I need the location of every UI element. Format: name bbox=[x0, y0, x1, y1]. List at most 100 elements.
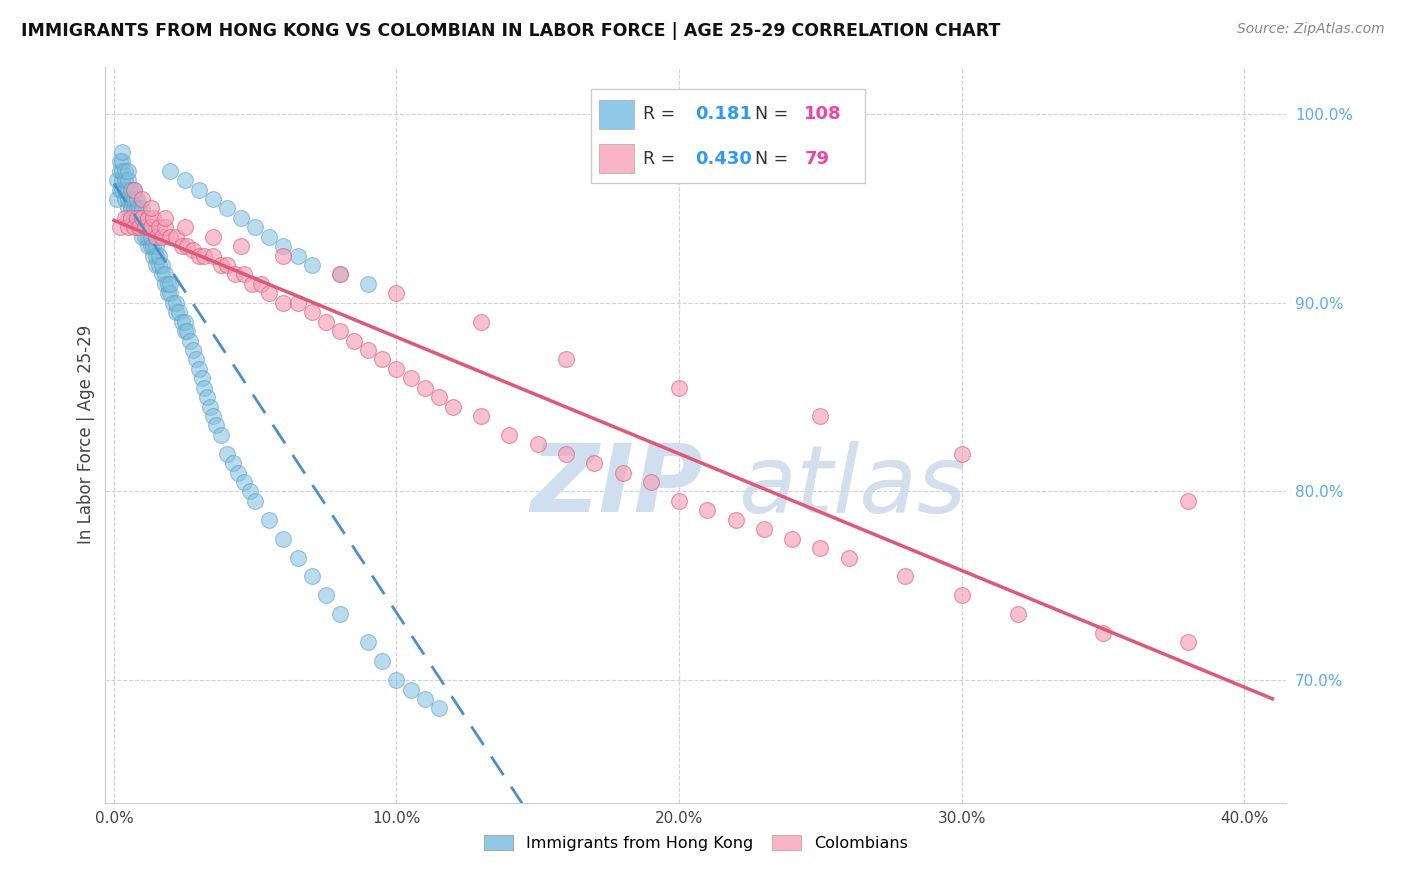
Point bbox=[724, 513, 747, 527]
Point bbox=[894, 569, 917, 583]
Point bbox=[114, 192, 136, 206]
Point bbox=[224, 268, 246, 282]
Point bbox=[139, 202, 162, 216]
Point bbox=[111, 154, 134, 169]
Point bbox=[357, 635, 380, 649]
Point bbox=[114, 182, 136, 196]
Point bbox=[287, 550, 309, 565]
Point bbox=[181, 243, 204, 257]
Point bbox=[329, 268, 352, 282]
Point bbox=[329, 324, 352, 338]
Point bbox=[1177, 635, 1199, 649]
Point bbox=[105, 173, 128, 187]
Point bbox=[145, 249, 167, 263]
Point bbox=[329, 607, 352, 621]
Point bbox=[142, 211, 165, 225]
Point bbox=[193, 381, 215, 395]
Point bbox=[232, 268, 254, 282]
Point bbox=[114, 163, 136, 178]
Point bbox=[170, 315, 193, 329]
Point bbox=[273, 239, 295, 253]
Point bbox=[301, 569, 323, 583]
Point bbox=[176, 239, 198, 253]
Point bbox=[148, 249, 170, 263]
Point bbox=[108, 154, 131, 169]
Point bbox=[162, 295, 184, 310]
Point bbox=[142, 239, 165, 253]
Point bbox=[195, 390, 218, 404]
Point bbox=[187, 249, 209, 263]
Point bbox=[150, 229, 173, 244]
Point bbox=[301, 258, 323, 272]
Point bbox=[259, 286, 281, 301]
Point bbox=[640, 475, 662, 489]
Point bbox=[170, 239, 193, 253]
Point bbox=[145, 229, 167, 244]
Y-axis label: In Labor Force | Age 25-29: In Labor Force | Age 25-29 bbox=[77, 326, 96, 544]
Text: N =: N = bbox=[755, 105, 794, 123]
Point bbox=[201, 192, 224, 206]
Point bbox=[201, 409, 224, 423]
Point bbox=[165, 229, 187, 244]
Point bbox=[204, 418, 226, 433]
Point bbox=[150, 268, 173, 282]
Point bbox=[1091, 626, 1114, 640]
Point bbox=[120, 202, 142, 216]
Point bbox=[131, 211, 153, 225]
Text: R =: R = bbox=[643, 105, 681, 123]
Point bbox=[108, 163, 131, 178]
Point bbox=[179, 334, 201, 348]
Point bbox=[238, 484, 260, 499]
Point bbox=[526, 437, 548, 451]
Point bbox=[357, 343, 380, 357]
Point bbox=[385, 286, 408, 301]
Point bbox=[950, 447, 973, 461]
Point bbox=[173, 324, 195, 338]
Text: 108: 108 bbox=[804, 105, 842, 123]
Point bbox=[122, 182, 145, 196]
Point bbox=[120, 192, 142, 206]
Point bbox=[315, 315, 337, 329]
Point bbox=[343, 334, 366, 348]
Point bbox=[668, 381, 690, 395]
Point bbox=[128, 202, 150, 216]
Point bbox=[808, 541, 831, 555]
Point bbox=[117, 163, 139, 178]
Point bbox=[287, 249, 309, 263]
Point bbox=[134, 220, 156, 235]
Point bbox=[184, 352, 207, 367]
Text: 79: 79 bbox=[804, 150, 830, 168]
Point bbox=[125, 202, 148, 216]
Point bbox=[229, 211, 252, 225]
Point bbox=[111, 173, 134, 187]
Point bbox=[357, 277, 380, 291]
Point bbox=[950, 588, 973, 602]
Point bbox=[209, 428, 232, 442]
Point bbox=[114, 211, 136, 225]
Point bbox=[240, 277, 263, 291]
Point bbox=[752, 522, 775, 536]
Point bbox=[555, 352, 578, 367]
Point bbox=[413, 381, 436, 395]
Point bbox=[105, 192, 128, 206]
Point bbox=[156, 277, 179, 291]
Point bbox=[215, 258, 238, 272]
Point bbox=[287, 295, 309, 310]
Text: IMMIGRANTS FROM HONG KONG VS COLOMBIAN IN LABOR FORCE | AGE 25-29 CORRELATION CH: IMMIGRANTS FROM HONG KONG VS COLOMBIAN I… bbox=[21, 22, 1001, 40]
Point bbox=[159, 229, 181, 244]
Point bbox=[201, 229, 224, 244]
Point bbox=[131, 192, 153, 206]
Point bbox=[117, 173, 139, 187]
Point bbox=[122, 211, 145, 225]
Point bbox=[122, 192, 145, 206]
Point bbox=[193, 249, 215, 263]
Point bbox=[250, 277, 273, 291]
Point bbox=[153, 211, 176, 225]
Point bbox=[139, 220, 162, 235]
Point bbox=[259, 229, 281, 244]
Point bbox=[142, 249, 165, 263]
Point bbox=[173, 173, 195, 187]
Point bbox=[159, 277, 181, 291]
Point bbox=[153, 220, 176, 235]
Point bbox=[371, 654, 394, 668]
